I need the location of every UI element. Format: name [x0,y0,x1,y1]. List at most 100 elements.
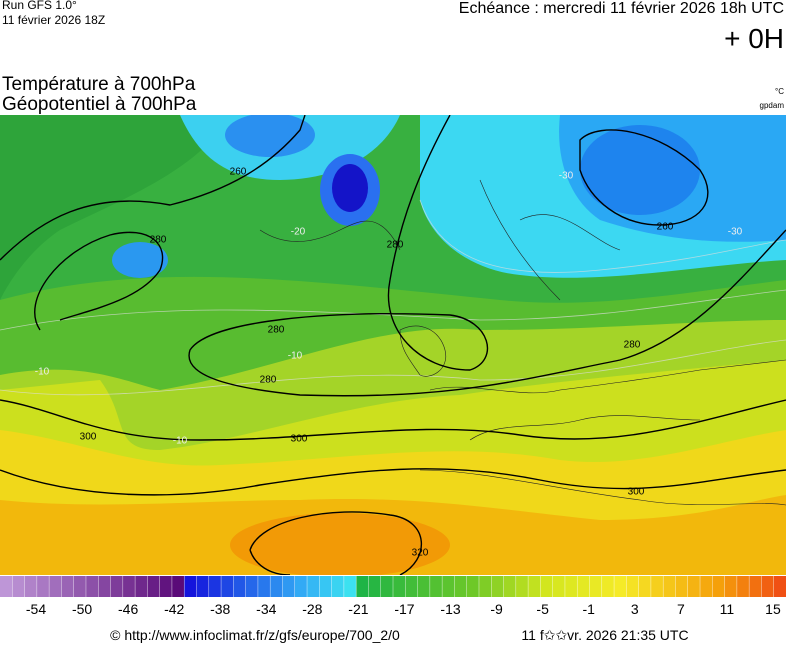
colorbar-swatch [552,576,566,597]
colorbar-swatch [0,576,13,597]
temp-zone [580,125,700,215]
colorbar-swatch [503,576,517,597]
colorbar-swatch [540,576,553,597]
colorbar-swatch [356,576,369,597]
colorbar-swatch [49,576,62,597]
colorbar-swatch [36,576,50,597]
colorbar-swatch [663,576,676,597]
colorbar-swatch [454,576,467,597]
colorbar-label: -13 [440,601,460,617]
colorbar-swatch [687,576,701,597]
colorbar-label: 15 [765,601,781,617]
contour-label: -30 [559,171,574,182]
colorbar-swatch [343,576,357,597]
contour-label: 300 [628,487,645,498]
colorbar-label: -1 [582,601,595,617]
colorbar-swatch [233,576,246,597]
colorbar-swatch [294,576,308,597]
colorbar-label: -9 [490,601,503,617]
colorbar-swatch [221,576,234,597]
colorbar-swatch [564,576,578,597]
temp-zone [332,164,368,212]
colorbar-swatch [675,576,689,597]
contour-label: 300 [291,434,308,445]
colorbar-swatch [442,576,455,597]
footer-url: © http://www.infoclimat.fr/z/gfs/europe/… [110,627,400,643]
colorbar-swatch [577,576,590,597]
contour-label: 280 [387,240,404,251]
contour-label: -10 [288,351,303,362]
colorbar-swatch [368,576,382,597]
colorbar-swatch [196,576,210,597]
colorbar-swatch [171,576,185,597]
colorbar-swatch [429,576,443,597]
colorbar-swatch [491,576,504,597]
colorbar-swatch [208,576,222,597]
colorbar-swatch [282,576,296,597]
colorbar-swatch [85,576,99,597]
colorbar-swatch [147,576,160,597]
colorbar-swatch [614,576,627,597]
colorbar-swatch [245,576,259,597]
colorbar-swatch [773,576,786,597]
colorbar-swatch [650,576,664,597]
colorbar-swatch [700,576,713,597]
colorbar-label: -17 [394,601,414,617]
colorbar-label: 11 [720,601,735,617]
colorbar-swatch [24,576,38,597]
colorbar-swatch [466,576,480,597]
colorbar-swatch [380,576,394,597]
contour-label: 260 [230,167,247,178]
colorbar-swatch [135,576,148,597]
title: Température à 700hPa [2,74,196,95]
contour-label: 260 [657,222,674,233]
colorbar-swatch [589,576,603,597]
contour-label: 280 [150,235,167,246]
run-label: Run GFS 1.0° [2,0,77,12]
colorbar-label: -50 [72,601,92,617]
colorbar-swatch [307,576,320,597]
colorbar-swatch [478,576,492,597]
colorbar-swatch [712,576,725,597]
contour-label: 300 [80,432,97,443]
offset: + 0H [724,23,784,54]
colorbar-swatch [393,576,406,597]
colorbar-swatch [122,576,136,597]
colorbar-swatch [110,576,124,597]
colorbar-label: 7 [677,601,685,617]
temp-zone [230,513,450,575]
temp-zone [225,115,315,157]
colorbar-swatch [73,576,87,597]
colorbar-swatch [417,576,431,597]
contour-label: -10 [35,367,50,378]
title: Géopotentiel à 700hPa [2,94,197,115]
contour-label: 280 [260,375,277,386]
colorbar-swatch [528,576,541,597]
contour-label: -10 [173,436,188,447]
colorbar-label: -5 [536,601,549,617]
colorbar-swatch [626,576,639,597]
contour-label: 280 [268,325,285,336]
colorbar-swatch [601,576,615,597]
colorbar-swatch [61,576,74,597]
colorbar-swatch [98,576,111,597]
colorbar-swatch [184,576,197,597]
colorbar-label: -28 [302,601,322,617]
colorbar-swatch [257,576,271,597]
echeance: Echéance : mercredi 11 février 2026 18h … [459,0,784,17]
colorbar-swatch [761,576,775,597]
colorbar-swatch [319,576,332,597]
unit: °C [775,87,784,96]
colorbar-label: -42 [164,601,184,617]
colorbar-label: -34 [256,601,276,617]
colorbar-label: -38 [210,601,230,617]
colorbar-label: -54 [26,601,46,617]
colorbar-label: 3 [631,601,639,617]
colorbar-swatch [749,576,762,597]
map: 260 280 -20 280 -30 260 -30 280 -10 280 -10 300 -10 3… [0,115,786,575]
colorbar-swatch [12,576,25,597]
contour-label: -20 [291,227,306,238]
colorbar-swatch [159,576,173,597]
footer-time: 11 f✩✩vr. 2026 21:35 UTC [521,627,688,643]
